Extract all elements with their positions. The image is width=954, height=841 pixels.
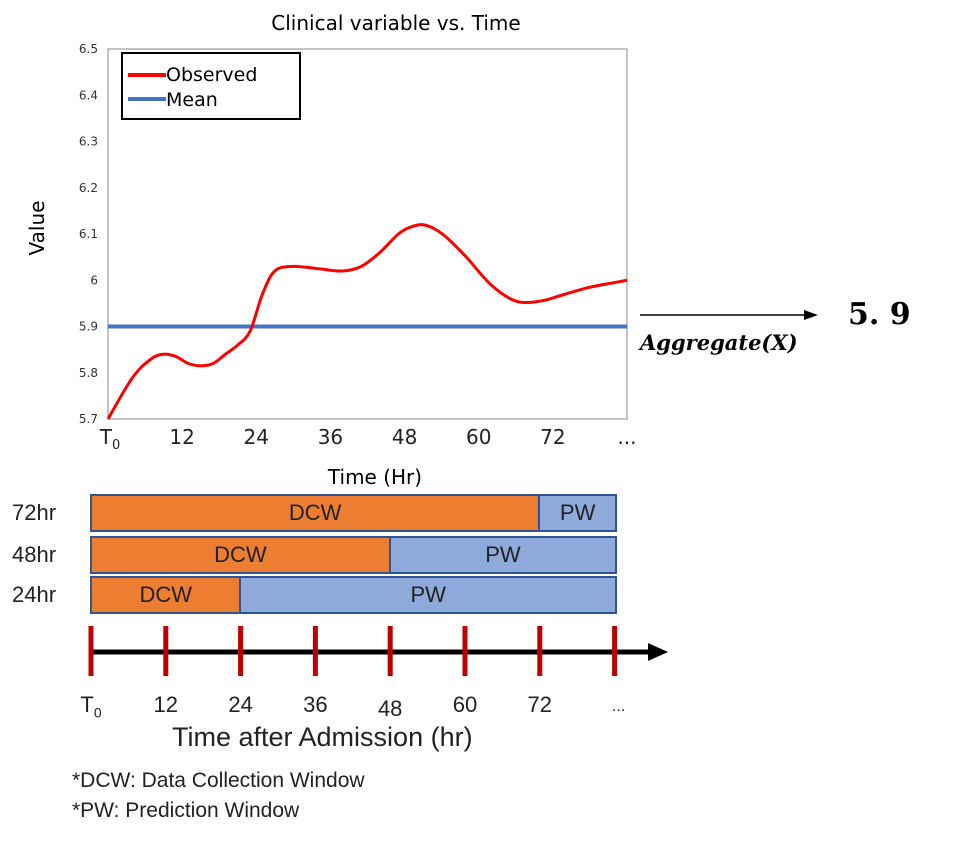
- x-axis-label: Time (Hr): [327, 465, 422, 489]
- arrow-head-icon: [804, 310, 818, 320]
- dcw-segment: DCW: [92, 538, 391, 572]
- pw-segment: PW: [241, 578, 615, 612]
- window-row-label: 72hr: [12, 500, 57, 525]
- y-tick-label: 6.4: [79, 88, 98, 102]
- y-tick-label: 6.1: [79, 227, 98, 241]
- timeline-title: Time after Admission (hr): [172, 722, 473, 752]
- window-row-label: 48hr: [12, 542, 57, 567]
- plot-area: [107, 48, 628, 420]
- y-tick-label: 6.2: [79, 181, 98, 195]
- y-tick-label: 5.7: [79, 412, 98, 426]
- x-tick-label: 24: [244, 425, 269, 449]
- y-tick-label: 6.5: [79, 42, 98, 56]
- timeline-arrow-icon: [648, 643, 668, 661]
- timeline: [88, 626, 668, 676]
- timeline-tick-label: 12: [153, 692, 179, 717]
- x-tick-label: 60: [466, 425, 491, 449]
- y-axis-label: Value: [25, 201, 49, 256]
- pw-segment: PW: [390, 538, 615, 572]
- x-tick-label: T0: [99, 425, 121, 453]
- observed-line: [106, 223, 628, 420]
- dcw-segment: DCW: [92, 496, 541, 530]
- x-tick-label: 36: [318, 425, 343, 449]
- x-tick-label: ...: [617, 425, 636, 449]
- y-tick-label: 6.3: [79, 135, 98, 149]
- pw-segment: PW: [540, 496, 615, 530]
- window-row: DCW PW: [90, 576, 617, 614]
- x-tick-label: 12: [169, 425, 194, 449]
- window-row-label: 24hr: [12, 582, 57, 607]
- timeline-tick-label: 36: [303, 692, 328, 717]
- legend-observed-label: Observed: [166, 64, 257, 86]
- y-tick-label: 6: [90, 273, 98, 287]
- aggregate-annotation: Aggregate(X) 5. 9: [638, 297, 911, 355]
- x-tick-label: 72: [540, 425, 565, 449]
- window-row: DCW PW: [90, 494, 617, 532]
- y-tick-label: 5.9: [79, 320, 98, 334]
- timeline-tick-label: 72: [527, 692, 553, 717]
- footnote-dcw: *DCW: Data Collection Window: [72, 769, 365, 792]
- aggregate-result: 5. 9: [848, 297, 911, 332]
- timeline-tick-label: T0: [80, 692, 102, 721]
- legend-mean-label: Mean: [166, 89, 218, 111]
- legend: Observed Mean: [121, 52, 301, 120]
- footnote-pw: *PW: Prediction Window: [72, 799, 300, 822]
- aggregate-label: Aggregate(X): [638, 330, 798, 355]
- timeline-tick-label: 60: [452, 692, 478, 717]
- y-tick-label: 5.8: [79, 366, 98, 380]
- line-chart: Clinical variable vs. Time 5.7 5.8 5.9 6 6.1…: [25, 11, 911, 489]
- dcw-segment: DCW: [92, 578, 242, 612]
- x-tick-label: 48: [392, 425, 417, 449]
- window-row: DCW PW: [90, 536, 617, 574]
- timeline-tick-label: ...: [611, 698, 626, 715]
- chart-title: Clinical variable vs. Time: [271, 11, 520, 35]
- timeline-tick-label: 48: [377, 696, 403, 721]
- timeline-tick-label: 24: [228, 692, 253, 717]
